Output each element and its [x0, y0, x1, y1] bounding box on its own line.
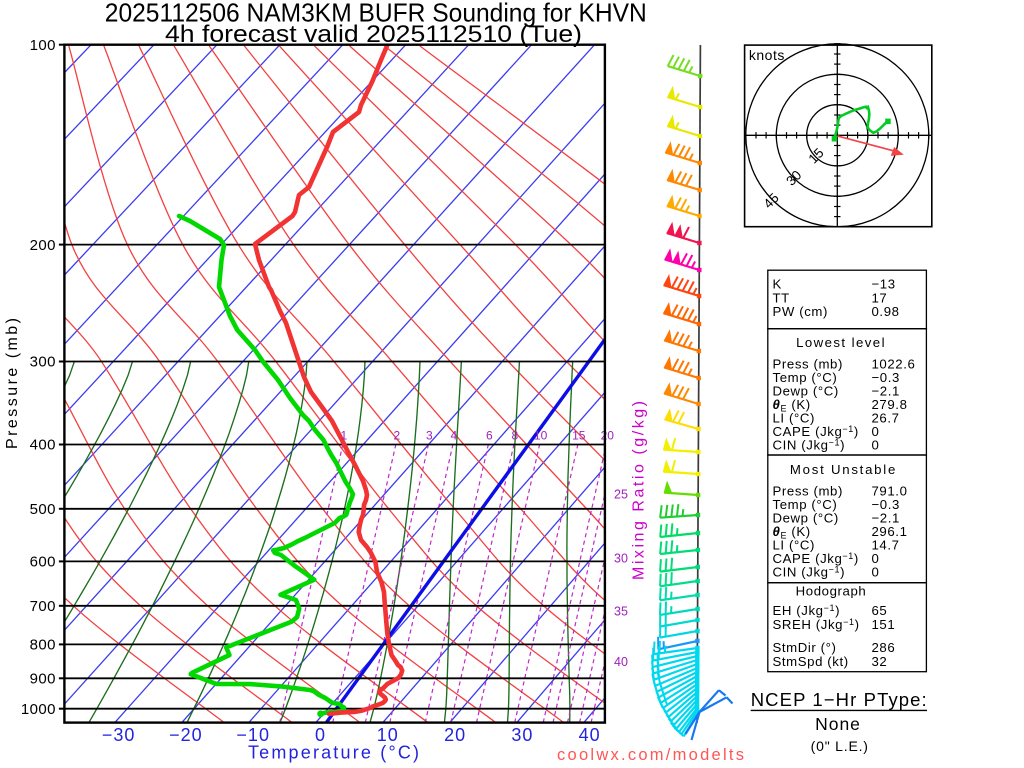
- svg-text:2025112506 NAM3KM BUFR Soundin: 2025112506 NAM3KM BUFR Sounding for KHVN: [105, 0, 647, 28]
- svg-text:900: 900: [30, 671, 56, 688]
- svg-text:17: 17: [872, 290, 888, 305]
- svg-text:Dewp (°C): Dewp (°C): [773, 511, 839, 526]
- svg-text:CIN (Jkg−1): CIN (Jkg−1): [773, 438, 846, 453]
- svg-text:Mixing Ratio (g/kg): Mixing Ratio (g/kg): [631, 400, 648, 580]
- svg-text:1022.6: 1022.6: [872, 357, 916, 372]
- svg-text:0: 0: [872, 551, 880, 566]
- svg-text:286: 286: [872, 640, 896, 655]
- svg-text:65: 65: [872, 603, 888, 618]
- svg-text:−20: −20: [169, 725, 203, 745]
- svg-text:26.7: 26.7: [872, 411, 900, 426]
- svg-text:2: 2: [393, 429, 400, 443]
- svg-text:−10: −10: [236, 725, 270, 745]
- svg-text:NCEP 1−Hr PType:: NCEP 1−Hr PType:: [751, 689, 927, 710]
- svg-text:−0.3: −0.3: [872, 370, 900, 385]
- svg-text:500: 500: [30, 501, 56, 518]
- svg-text:35: 35: [614, 605, 628, 619]
- svg-text:100: 100: [30, 37, 56, 54]
- svg-text:CAPE (Jkg−1): CAPE (Jkg−1): [773, 424, 859, 439]
- svg-text:15: 15: [572, 429, 586, 443]
- svg-text:30: 30: [614, 551, 628, 565]
- svg-text:(0" L.E.): (0" L.E.): [811, 738, 869, 754]
- svg-text:40: 40: [579, 725, 601, 745]
- svg-text:4: 4: [451, 429, 458, 443]
- svg-text:800: 800: [30, 637, 56, 654]
- svg-text:−0.3: −0.3: [872, 497, 900, 512]
- svg-text:600: 600: [30, 554, 56, 571]
- svg-text:0: 0: [872, 424, 880, 439]
- svg-text:PW (cm): PW (cm): [773, 304, 828, 319]
- svg-text:20: 20: [601, 429, 615, 443]
- svg-text:TT: TT: [773, 290, 790, 305]
- svg-text:−2.1: −2.1: [872, 511, 900, 526]
- svg-text:0: 0: [872, 565, 880, 580]
- svg-text:14.7: 14.7: [872, 538, 900, 553]
- svg-text:0: 0: [315, 725, 326, 745]
- svg-text:3: 3: [426, 429, 433, 443]
- svg-text:Hodograph: Hodograph: [796, 584, 867, 599]
- svg-text:200: 200: [30, 237, 56, 254]
- svg-text:StmDir (°): StmDir (°): [773, 640, 837, 655]
- svg-text:Temperature (°C): Temperature (°C): [248, 743, 420, 763]
- svg-text:6: 6: [486, 429, 493, 443]
- svg-text:1: 1: [340, 429, 347, 443]
- svg-text:1000: 1000: [21, 701, 56, 718]
- svg-text:EH (Jkg−1): EH (Jkg−1): [773, 603, 841, 618]
- svg-text:Press (mb): Press (mb): [773, 484, 843, 499]
- svg-text:25: 25: [614, 487, 628, 501]
- svg-text:4h forecast valid 2025112510 (: 4h forecast valid 2025112510 (Tue): [165, 21, 582, 48]
- svg-text:32: 32: [872, 654, 888, 669]
- svg-text:700: 700: [30, 598, 56, 615]
- svg-text:30: 30: [511, 725, 533, 745]
- svg-text:10: 10: [534, 429, 548, 443]
- svg-text:Temp (°C): Temp (°C): [773, 497, 838, 512]
- svg-text:LI (°C): LI (°C): [773, 411, 815, 426]
- svg-text:StmSpd (kt): StmSpd (kt): [773, 654, 849, 669]
- svg-text:CIN (Jkg−1): CIN (Jkg−1): [773, 565, 846, 580]
- svg-text:None: None: [815, 714, 861, 734]
- svg-text:Most Unstable: Most Unstable: [790, 462, 896, 477]
- svg-text:400: 400: [30, 437, 56, 454]
- svg-text:45: 45: [761, 190, 782, 211]
- svg-text:SREH (Jkg−1): SREH (Jkg−1): [773, 617, 860, 632]
- svg-text:coolwx.com/modelts: coolwx.com/modelts: [557, 746, 744, 764]
- svg-text:151: 151: [872, 617, 896, 632]
- svg-text:−2.1: −2.1: [872, 384, 900, 399]
- svg-text:20: 20: [444, 725, 466, 745]
- svg-text:0.98: 0.98: [872, 304, 900, 319]
- svg-text:Dewp (°C): Dewp (°C): [773, 384, 839, 399]
- svg-text:791.0: 791.0: [872, 484, 908, 499]
- svg-text:40: 40: [614, 655, 628, 669]
- svg-text:10: 10: [377, 725, 399, 745]
- svg-text:Press (mb): Press (mb): [773, 357, 843, 372]
- svg-text:296.1: 296.1: [872, 524, 908, 539]
- svg-text:Pressure (mb): Pressure (mb): [4, 317, 21, 449]
- svg-text:300: 300: [30, 354, 56, 371]
- svg-text:279.8: 279.8: [872, 397, 908, 412]
- svg-text:Temp (°C): Temp (°C): [773, 370, 838, 385]
- svg-text:−30: −30: [102, 725, 136, 745]
- svg-text:K: K: [773, 277, 782, 292]
- svg-text:LI (°C): LI (°C): [773, 538, 815, 553]
- svg-text:−13: −13: [872, 277, 896, 292]
- svg-text:knots: knots: [749, 47, 785, 63]
- svg-text:0: 0: [872, 438, 880, 453]
- svg-text:Lowest level: Lowest level: [796, 335, 885, 350]
- svg-text:CAPE (Jkg−1): CAPE (Jkg−1): [773, 551, 859, 566]
- svg-text:8: 8: [512, 429, 519, 443]
